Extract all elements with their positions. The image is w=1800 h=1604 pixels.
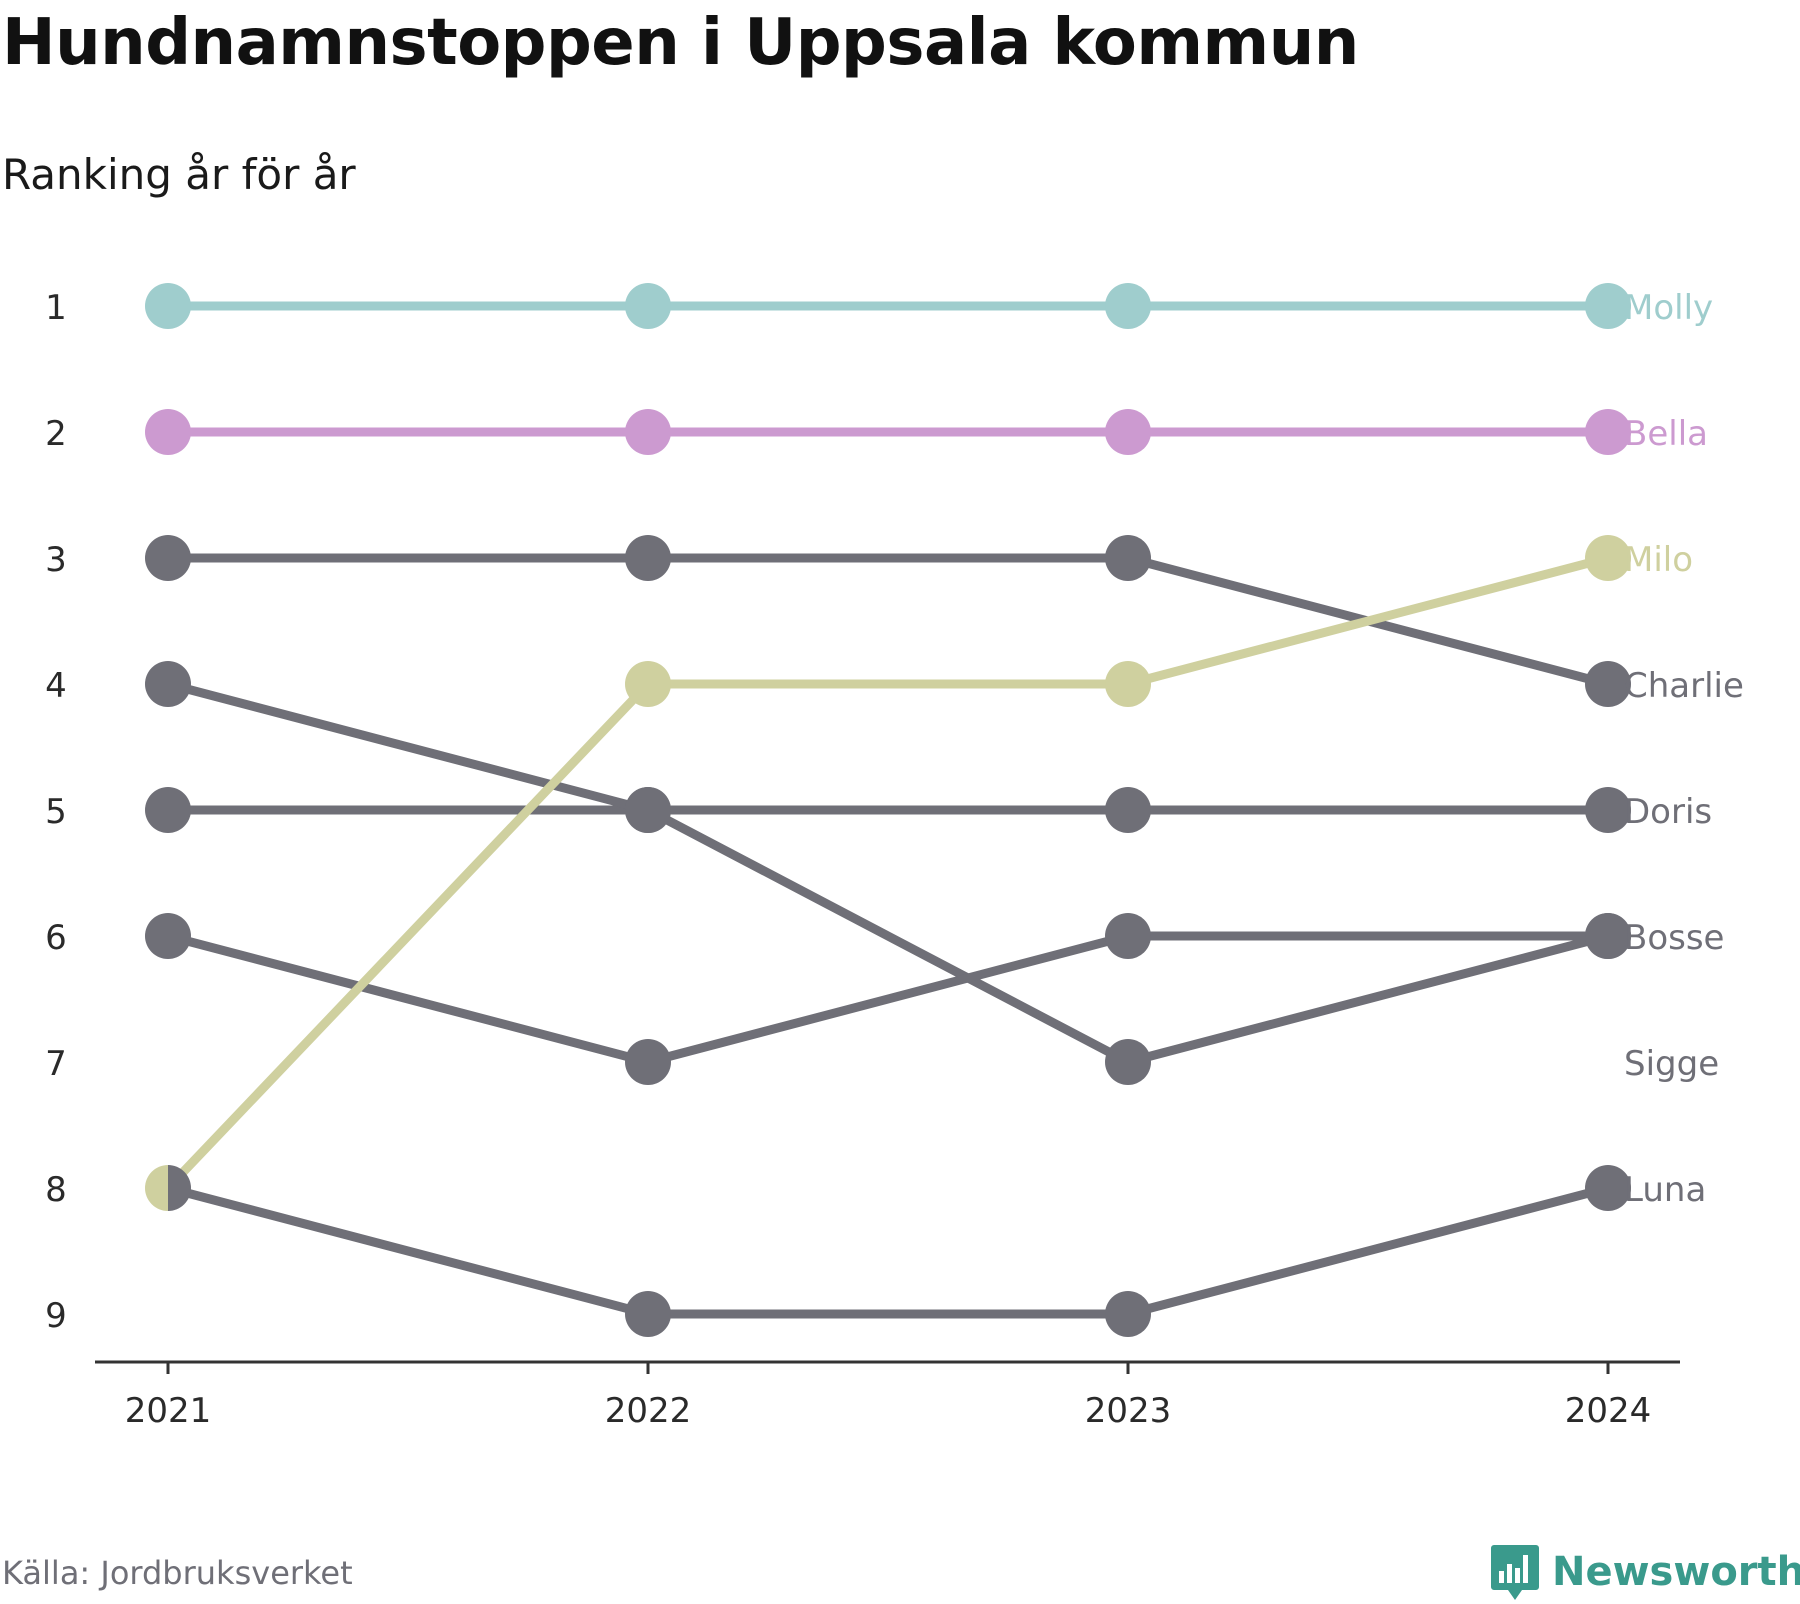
end-label-luna: Luna [1624, 1170, 1706, 1210]
y-tick-label: 5 [45, 792, 67, 832]
series-line-luna [163, 1183, 1613, 1319]
data-point-bosse [145, 661, 191, 707]
data-point-milo [1105, 661, 1151, 707]
data-point-luna [1585, 1165, 1631, 1211]
x-tick-label: 2022 [605, 1391, 692, 1431]
data-point-doris [1105, 787, 1151, 833]
data-point-sigge [1105, 913, 1151, 959]
end-label-charlie: Charlie [1624, 666, 1744, 706]
series-points [145, 283, 1631, 1337]
end-label-doris: Doris [1624, 792, 1712, 832]
data-point-luna [1105, 1291, 1151, 1337]
end-label-sigge: Sigge [1624, 1044, 1719, 1084]
chart-title: Hundnamnstoppen i Uppsala kommun [2, 6, 1359, 80]
data-point-sigge [625, 1039, 671, 1085]
data-point-bosse [1105, 1039, 1151, 1085]
end-label-bella: Bella [1624, 414, 1708, 454]
series-line-sigge [163, 931, 1613, 1067]
data-point-doris [1585, 787, 1631, 833]
y-tick-label: 9 [45, 1296, 67, 1336]
data-point-bella [145, 409, 191, 455]
end-label-bosse: Bosse [1624, 918, 1724, 958]
data-point-molly [1105, 283, 1151, 329]
data-point-bella [1585, 409, 1631, 455]
y-tick-label: 4 [45, 666, 67, 706]
data-point-milo [625, 661, 671, 707]
y-tick-label: 7 [45, 1044, 67, 1084]
series-line-milo [163, 553, 1613, 1193]
end-label-milo: Milo [1624, 540, 1693, 580]
data-point-charlie [145, 535, 191, 581]
y-axis-tick-labels: 1 2 3 4 5 6 7 8 9 [45, 288, 67, 1336]
x-tick-label: 2024 [1565, 1391, 1652, 1431]
data-point-sigge [1585, 913, 1631, 959]
data-point-molly [625, 283, 671, 329]
series-line-bosse [163, 679, 1613, 1067]
y-tick-label: 1 [45, 288, 67, 328]
source-note: Källa: Jordbruksverket [2, 1554, 353, 1592]
bump-chart: 1 2 3 4 5 6 7 8 9 2021 2022 2023 2024 Molly Bella Mil… [45, 283, 1744, 1431]
data-point-milo [1585, 535, 1631, 581]
y-tick-label: 3 [45, 540, 67, 580]
data-point-doris [145, 787, 191, 833]
data-point-shared-half [168, 1165, 191, 1211]
data-point-bella [1105, 409, 1151, 455]
end-label-molly: Molly [1624, 288, 1713, 328]
data-point-charlie [1585, 661, 1631, 707]
data-point-charlie [625, 535, 671, 581]
series-line-charlie [163, 553, 1613, 689]
data-point-luna-half [145, 1165, 168, 1211]
y-tick-label: 6 [45, 918, 67, 958]
data-point-sigge [145, 913, 191, 959]
y-tick-label: 8 [45, 1170, 67, 1210]
brand-logo: Newsworthy [1490, 1540, 1800, 1604]
data-point-luna [625, 1291, 671, 1337]
bar-chart-speech-bubble-icon [1491, 1545, 1539, 1600]
data-point-charlie [1105, 535, 1151, 581]
data-point-bosse [625, 787, 671, 833]
series-end-labels: Molly Bella Milo Charlie Doris Bosse Sigge Luna [1624, 288, 1744, 1210]
chart-subtitle: Ranking år för år [2, 150, 356, 199]
brand-name: Newsworthy [1552, 1549, 1800, 1595]
x-axis: 2021 2022 2023 2024 [95, 1360, 1680, 1431]
data-point-bella [625, 409, 671, 455]
data-point-molly [145, 283, 191, 329]
x-tick-label: 2023 [1085, 1391, 1172, 1431]
series-lines [163, 301, 1613, 1319]
y-tick-label: 2 [45, 414, 67, 454]
data-point-molly [1585, 283, 1631, 329]
x-tick-label: 2021 [125, 1391, 212, 1431]
